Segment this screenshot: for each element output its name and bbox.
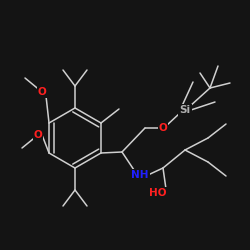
Text: O: O [34,130,42,140]
Text: NH: NH [131,170,149,180]
Text: Si: Si [180,105,190,115]
Text: HO: HO [149,188,167,198]
Text: O: O [38,87,46,97]
Text: O: O [159,123,168,133]
